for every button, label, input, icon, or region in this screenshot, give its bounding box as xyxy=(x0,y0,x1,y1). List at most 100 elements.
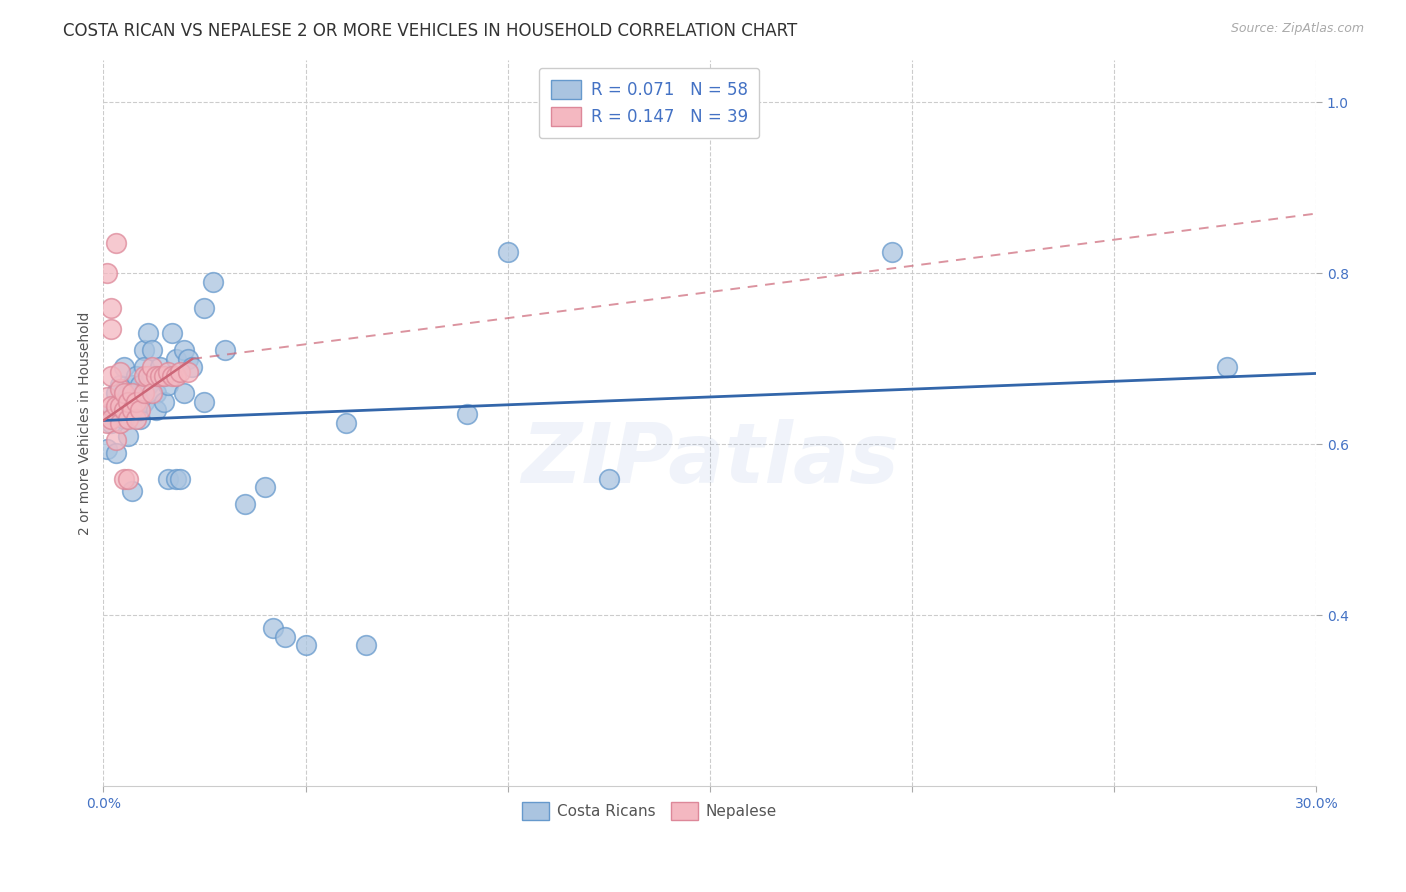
Point xyxy=(104,403,127,417)
Point xyxy=(108,394,131,409)
Point xyxy=(165,472,187,486)
Point xyxy=(117,403,139,417)
Point xyxy=(100,301,122,315)
Point xyxy=(153,394,176,409)
Point xyxy=(880,245,903,260)
Point xyxy=(96,442,118,456)
Point xyxy=(496,245,519,260)
Point xyxy=(169,365,191,379)
Point xyxy=(136,326,159,341)
Point xyxy=(117,386,139,401)
Point xyxy=(128,377,150,392)
Point xyxy=(121,484,143,499)
Point xyxy=(112,411,135,425)
Point xyxy=(294,639,316,653)
Point xyxy=(173,343,195,358)
Point xyxy=(121,377,143,392)
Point xyxy=(201,275,224,289)
Point xyxy=(117,472,139,486)
Point xyxy=(112,386,135,401)
Point xyxy=(165,369,187,384)
Point xyxy=(108,377,131,392)
Point xyxy=(157,377,180,392)
Point xyxy=(132,343,155,358)
Point xyxy=(193,301,215,315)
Point xyxy=(96,408,118,422)
Point xyxy=(100,369,122,384)
Point xyxy=(125,411,148,425)
Point xyxy=(121,403,143,417)
Point xyxy=(117,394,139,409)
Point xyxy=(112,360,135,375)
Point xyxy=(145,386,167,401)
Point xyxy=(254,480,277,494)
Point xyxy=(104,236,127,251)
Point xyxy=(125,394,148,409)
Point xyxy=(153,369,176,384)
Point xyxy=(169,472,191,486)
Point xyxy=(100,322,122,336)
Point xyxy=(160,369,183,384)
Point xyxy=(177,365,200,379)
Point xyxy=(125,369,148,384)
Point xyxy=(160,326,183,341)
Point xyxy=(96,390,118,404)
Point xyxy=(354,639,377,653)
Point xyxy=(96,266,118,280)
Point xyxy=(181,360,204,375)
Point xyxy=(145,369,167,384)
Legend: Costa Ricans, Nepalese: Costa Ricans, Nepalese xyxy=(516,797,783,826)
Point xyxy=(136,377,159,392)
Point xyxy=(108,399,131,413)
Point xyxy=(136,369,159,384)
Text: ZIPatlas: ZIPatlas xyxy=(522,419,898,500)
Point xyxy=(335,416,357,430)
Point xyxy=(121,394,143,409)
Point xyxy=(141,343,163,358)
Point xyxy=(104,386,127,401)
Point xyxy=(132,386,155,401)
Point xyxy=(117,429,139,443)
Point xyxy=(173,386,195,401)
Point xyxy=(149,369,172,384)
Point xyxy=(149,360,172,375)
Point xyxy=(128,403,150,417)
Point xyxy=(100,411,122,425)
Point xyxy=(274,630,297,644)
Point xyxy=(108,416,131,430)
Point xyxy=(1216,360,1239,375)
Point xyxy=(153,369,176,384)
Point xyxy=(121,386,143,401)
Point xyxy=(125,386,148,401)
Point xyxy=(132,360,155,375)
Point xyxy=(177,351,200,366)
Point xyxy=(456,408,478,422)
Point xyxy=(112,472,135,486)
Text: Source: ZipAtlas.com: Source: ZipAtlas.com xyxy=(1230,22,1364,36)
Point xyxy=(96,416,118,430)
Point xyxy=(262,621,284,635)
Point xyxy=(141,369,163,384)
Point xyxy=(214,343,236,358)
Point xyxy=(141,386,163,401)
Point xyxy=(145,403,167,417)
Point xyxy=(104,399,127,413)
Point xyxy=(108,365,131,379)
Point xyxy=(104,446,127,460)
Point xyxy=(598,472,620,486)
Point xyxy=(104,433,127,447)
Point xyxy=(128,411,150,425)
Point xyxy=(165,351,187,366)
Point xyxy=(100,399,122,413)
Point xyxy=(112,403,135,417)
Point xyxy=(157,365,180,379)
Point xyxy=(112,394,135,409)
Point xyxy=(108,382,131,396)
Point xyxy=(233,497,256,511)
Point xyxy=(141,360,163,375)
Y-axis label: 2 or more Vehicles in Household: 2 or more Vehicles in Household xyxy=(79,311,93,534)
Point xyxy=(132,394,155,409)
Point xyxy=(100,416,122,430)
Point xyxy=(117,411,139,425)
Point xyxy=(132,369,155,384)
